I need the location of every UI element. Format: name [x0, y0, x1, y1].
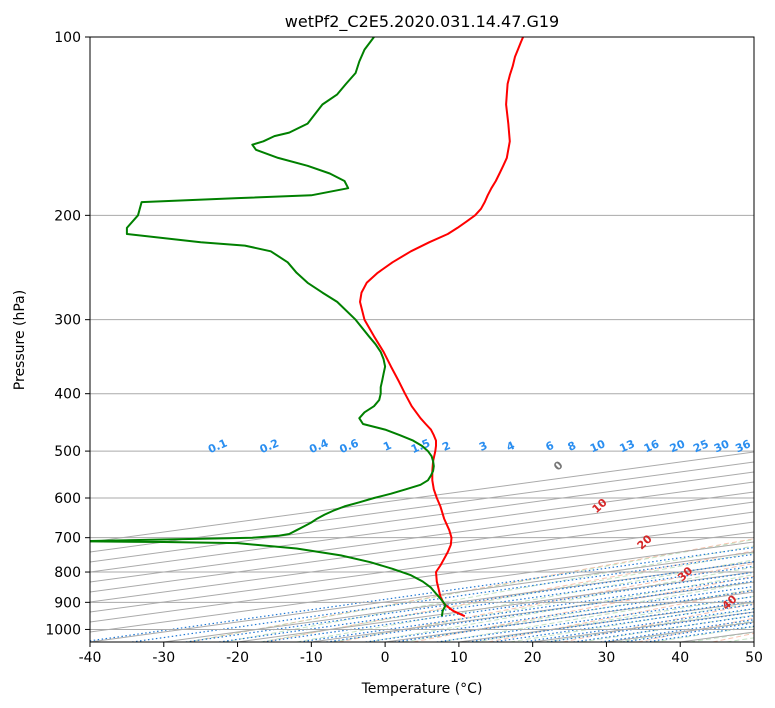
isotherm-line: [90, 471, 754, 563]
dewpoint-profile-line: [90, 37, 447, 617]
isotherm-line: [90, 501, 754, 593]
mixing-ratio-line: [436, 595, 754, 642]
y-tick-label: 300: [54, 313, 81, 329]
y-axis-ticks: 100 200 300 400 500 600 700 800 900 1000: [45, 30, 90, 638]
mixing-ratio-line: [522, 608, 754, 642]
moist-adiabat: [368, 574, 754, 642]
moist-adiabat: [403, 581, 754, 642]
isotherm-line: [311, 581, 754, 642]
chart-title: wetPf2_C2E5.2020.031.14.47.G19: [285, 12, 559, 32]
mixing-ratio-label: 25: [691, 437, 710, 455]
x-tick-label: 30: [598, 650, 616, 666]
x-tick-label: 40: [671, 650, 689, 666]
mixing-ratio-label: 30: [712, 437, 732, 455]
moist-adiabat: [690, 631, 754, 642]
moist-adiabat: [545, 608, 754, 642]
line-labels: -100-90-80-70-60-50-40-30-20-100.10.20.4…: [206, 436, 753, 612]
dry-adiabat-label: 10: [590, 496, 610, 516]
mixing-ratio-line: [492, 603, 754, 642]
plot-frame: [89, 36, 755, 643]
mixing-ratio-label: 0.1: [206, 437, 229, 457]
moist-adiabat: [474, 595, 754, 642]
isotherm-line: [90, 521, 754, 613]
isotherm-line: [606, 621, 754, 642]
dry-adiabat-label: 20: [635, 532, 655, 552]
moist-adiabat: [726, 637, 754, 642]
y-tick-label: 700: [54, 531, 81, 547]
y-tick-label: 1000: [45, 622, 81, 638]
x-axis-label: Temperature (°C): [361, 681, 483, 697]
x-tick-label: -40: [79, 650, 102, 666]
mixing-ratio-label: 16: [642, 437, 662, 455]
y-tick-label: 800: [54, 565, 81, 581]
dry-adiabat: [562, 603, 754, 642]
mixing-ratio-line: [299, 576, 754, 642]
y-axis-label: Pressure (hPa): [12, 290, 28, 390]
dry-adiabat: [712, 632, 754, 642]
moist-adiabat: [332, 566, 754, 642]
moist-adiabat: [653, 626, 754, 642]
moist-adiabat: [187, 539, 754, 642]
mixing-ratio-label: 13: [618, 437, 637, 455]
y-tick-label: 600: [54, 491, 81, 507]
dry-adiabat: [338, 562, 754, 642]
moist-adiabat: [224, 545, 754, 642]
moist-adiabat: [260, 552, 754, 642]
x-tick-label: 0: [381, 650, 390, 666]
dry-adiabat: [488, 589, 754, 642]
y-tick-label: 400: [54, 387, 81, 403]
x-axis-ticks: -40 -30 -20 -10 0 10 20 30 40 50: [79, 642, 763, 666]
x-tick-label: 50: [745, 650, 763, 666]
background-lines: [90, 451, 754, 642]
isotherm-line: [90, 491, 754, 583]
y-tick-label: 100: [54, 30, 81, 46]
isotherm-line: [532, 611, 754, 642]
isotherm-line: [90, 531, 754, 623]
pressure-gridlines: [90, 37, 754, 630]
dry-adiabat-label: 0: [551, 458, 566, 473]
x-tick-label: -30: [152, 650, 175, 666]
mixing-ratio-label: 0.4: [307, 436, 330, 456]
x-tick-label: 10: [450, 650, 468, 666]
mixing-ratio-label: 20: [668, 437, 688, 455]
x-tick-label: 20: [524, 650, 542, 666]
y-tick-label: 200: [54, 208, 81, 224]
x-tick-label: -10: [300, 650, 323, 666]
isotherm-line: [90, 481, 754, 573]
isotherm-line: [753, 641, 754, 642]
y-tick-label: 500: [54, 444, 81, 460]
mixing-ratio-line: [132, 553, 754, 642]
x-tick-label: -20: [226, 650, 249, 666]
sounding-series: [90, 37, 525, 618]
dry-adiabat: [263, 550, 754, 642]
mixing-ratio-label: 10: [588, 437, 608, 455]
isotherm-line: [90, 551, 754, 642]
mixing-ratio-line: [468, 600, 754, 642]
mixing-ratio-label: 0.6: [338, 436, 361, 456]
mixing-ratio-line: [546, 611, 754, 642]
dry-adiabat-label: 30: [675, 564, 695, 584]
mixing-ratio-line: [90, 546, 754, 642]
mixing-ratio-label: 0.2: [258, 437, 281, 457]
mixing-ratio-label: 36: [733, 437, 753, 455]
y-tick-label: 900: [54, 595, 81, 611]
isotherm-line: [385, 591, 754, 642]
temperature-profile-line: [359, 37, 525, 618]
isotherm-line: [90, 541, 754, 633]
isotherm-line: [90, 511, 754, 603]
